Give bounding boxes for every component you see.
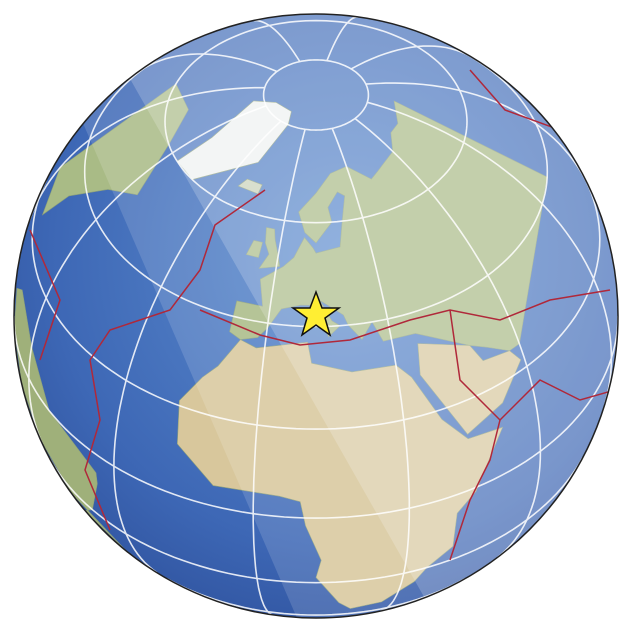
graticule-line (252, 129, 306, 616)
twilight-band (60, 14, 618, 618)
graticule-line (367, 101, 613, 405)
day-side (125, 14, 618, 618)
plate-boundary (449, 419, 501, 561)
graticule-line (354, 117, 542, 558)
landmass (237, 178, 263, 195)
graticule-line (27, 105, 267, 446)
plate-boundaries (29, 69, 616, 561)
landmass (245, 240, 263, 258)
graticule-line (253, 19, 301, 63)
landmass (176, 100, 292, 180)
landmass (258, 227, 281, 269)
graticule-line (28, 86, 265, 222)
graticule-line (14, 315, 618, 519)
graticule-line (138, 53, 278, 73)
graticule-line (331, 128, 411, 612)
graticule-line (326, 16, 358, 62)
graticule-line (350, 45, 472, 70)
location-star (290, 289, 342, 337)
graticule-line (113, 120, 282, 574)
graticule-line (48, 457, 584, 584)
plate-boundary (29, 229, 61, 361)
daylight-overlay (60, 14, 618, 618)
plate-boundary (199, 289, 611, 346)
globe-outline (13, 13, 619, 619)
plate-boundary (84, 189, 266, 531)
plate-boundary (449, 309, 616, 422)
graticule-line (166, 578, 466, 616)
graticule-line (83, 56, 549, 328)
